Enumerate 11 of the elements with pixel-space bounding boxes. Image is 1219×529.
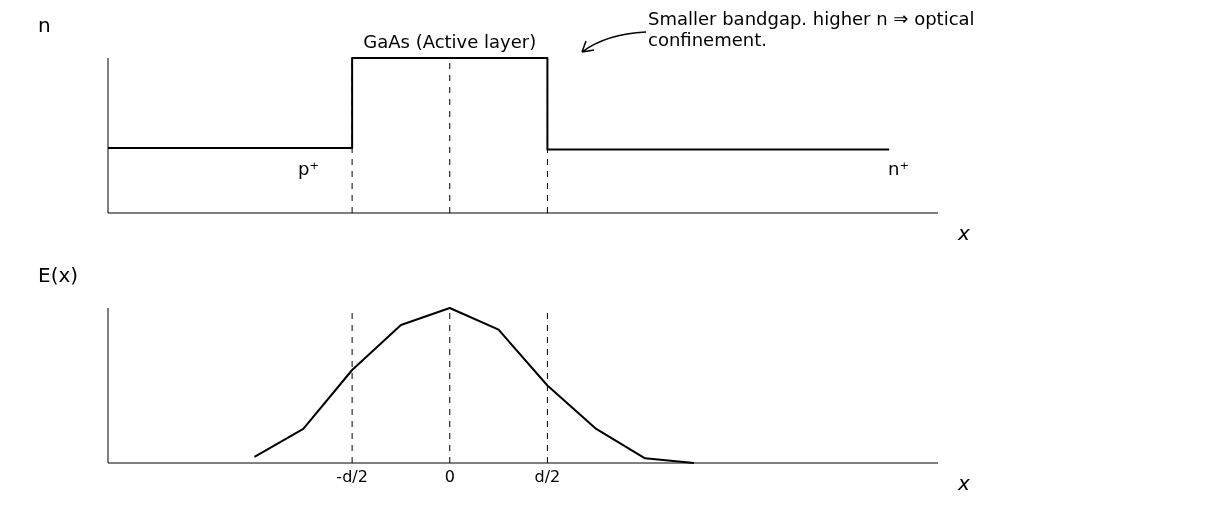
- x-tick-label: 0: [444, 467, 455, 487]
- annotation: n⁺: [888, 158, 909, 179]
- annotation: GaAs (Active layer): [363, 31, 537, 52]
- x-axis-title: x: [957, 471, 970, 496]
- text: Smaller bandgap. higher n ⇒ optical confinement.: [648, 8, 976, 50]
- x-tick-label: -d/2: [336, 467, 368, 487]
- annotation: p⁺: [298, 158, 319, 179]
- x-axis-title: x: [957, 221, 970, 246]
- y-axis-title: n: [38, 13, 51, 38]
- y-axis-title: E(x): [38, 263, 79, 288]
- x-tick-label: d/2: [534, 467, 561, 487]
